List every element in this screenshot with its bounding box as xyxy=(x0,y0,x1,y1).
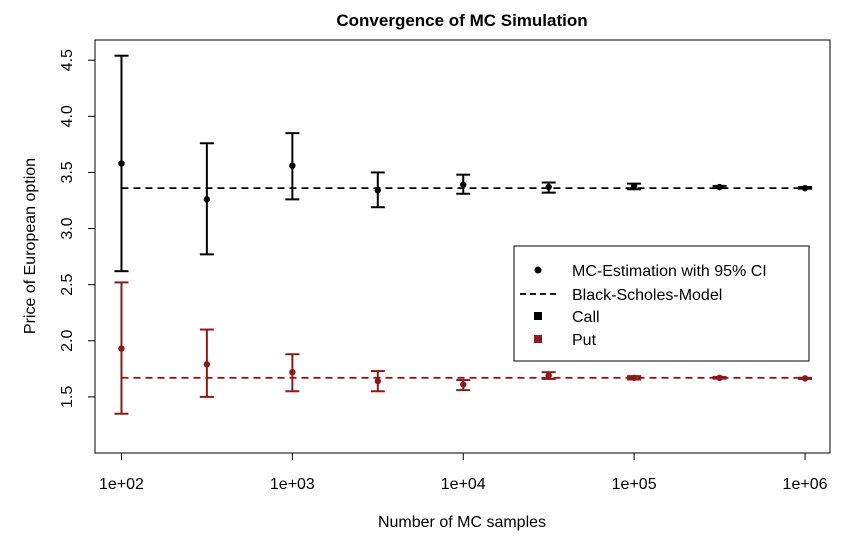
y-tick-label: 1.5 xyxy=(59,386,76,408)
point-call xyxy=(545,183,552,191)
x-tick-label: 1e+06 xyxy=(783,476,828,493)
legend-label: Put xyxy=(572,332,597,349)
x-axis: 1e+02 1e+03 1e+04 1e+05 1e+06 xyxy=(99,452,828,493)
x-tick-label: 1e+02 xyxy=(99,476,144,493)
legend-label: Black-Scholes-Model xyxy=(572,287,722,304)
point-put xyxy=(374,377,381,385)
x-tick-label: 1e+03 xyxy=(270,476,315,493)
legend: MC-Estimation with 95% CI Black-Scholes-M… xyxy=(513,245,810,362)
point-call xyxy=(801,184,809,192)
point-put xyxy=(716,374,723,382)
point-put xyxy=(801,375,809,382)
y-tick-label: 2.0 xyxy=(59,330,76,352)
y-tick-label: 4.5 xyxy=(59,49,76,71)
x-axis-label: Number of MC samples xyxy=(378,514,546,531)
y-tick-label: 4.0 xyxy=(59,105,76,127)
chart-title: Convergence of MC Simulation xyxy=(336,11,587,30)
y-axis: 1.5 2.0 2.5 3.0 3.5 4.0 4.5 xyxy=(59,49,96,408)
point-call xyxy=(118,160,125,167)
point-put xyxy=(118,345,125,352)
y-tick-label: 3.5 xyxy=(59,161,76,183)
point-put xyxy=(545,372,552,379)
point-call xyxy=(630,182,638,190)
point-call xyxy=(374,187,381,194)
point-call xyxy=(203,196,211,203)
legend-box xyxy=(513,245,810,362)
point-put xyxy=(630,374,638,382)
point-call xyxy=(289,162,296,169)
y-tick-label: 3.0 xyxy=(59,217,76,239)
legend-label: Call xyxy=(572,309,600,326)
y-axis-label: Price of European option xyxy=(22,158,39,334)
point-call xyxy=(716,183,723,191)
x-tick-label: 1e+05 xyxy=(612,476,657,493)
point-put xyxy=(289,368,296,376)
y-tick-label: 2.5 xyxy=(59,273,76,295)
legend-symbol-square xyxy=(534,312,542,320)
x-tick-label: 1e+04 xyxy=(441,476,486,493)
legend-label: MC-Estimation with 95% CI xyxy=(572,263,767,280)
point-put xyxy=(203,361,211,368)
point-call xyxy=(460,181,467,188)
data-marks xyxy=(114,54,813,415)
legend-symbol-point xyxy=(534,266,542,274)
point-put xyxy=(460,381,467,388)
legend-symbol-square xyxy=(534,335,542,343)
